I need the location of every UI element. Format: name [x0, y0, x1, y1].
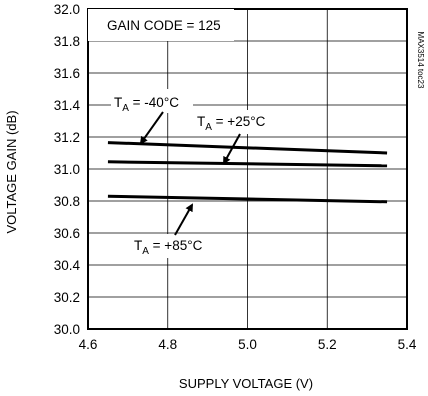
- y-tick-label: 31.2: [54, 130, 80, 145]
- series-line-0: [107, 141, 388, 155]
- series-label-m40: TA = -40°C: [114, 95, 179, 114]
- y-tick-label: 31.8: [54, 34, 80, 49]
- label-bg-p85: [131, 234, 213, 258]
- tick-labels: 4.6 4.8 5.0 5.2 5.4 30.0 30.2 30.4 30.6 30.8 31.0 3…: [54, 2, 417, 352]
- y-tick-label: 30.2: [54, 290, 80, 305]
- x-tick-label: 4.6: [79, 337, 98, 352]
- arrow-p25: [223, 133, 241, 165]
- y-tick-label: 30.6: [54, 226, 80, 241]
- series-line-2: [107, 194, 388, 204]
- annotation-box-bg: [88, 9, 234, 41]
- series-line-1: [107, 160, 388, 168]
- label-bg-p25: [194, 110, 276, 134]
- x-tick-label: 5.4: [398, 337, 417, 352]
- x-tick-label: 5.0: [238, 337, 257, 352]
- x-tick-label: 4.8: [158, 337, 177, 352]
- y-axis-label: VOLTAGE GAIN (dB): [4, 110, 19, 233]
- y-tick-label: 30.8: [54, 194, 80, 209]
- y-tick-label: 30.0: [54, 322, 80, 337]
- series-label-p85: TA = +85°C: [134, 238, 203, 257]
- series-label-p25: TA = +25°C: [197, 114, 266, 133]
- y-tick-label: 30.4: [54, 258, 81, 273]
- y-tick-label: 32.0: [54, 2, 80, 17]
- y-tick-label: 31.0: [54, 162, 80, 177]
- y-tick-label: 31.6: [54, 66, 80, 81]
- y-tick-label: 31.4: [54, 98, 81, 113]
- annotation-box-text: GAIN CODE = 125: [107, 18, 221, 33]
- label-bg-m40: [111, 89, 193, 113]
- arrow-m40: [139, 111, 164, 145]
- side-label: MAX3514 toc23: [416, 32, 425, 89]
- x-axis-label: SUPPLY VOLTAGE (V): [179, 376, 313, 391]
- x-tick-label: 5.2: [318, 337, 337, 352]
- plot-frame: [87, 8, 408, 330]
- grid: [87, 8, 408, 330]
- arrow-p85: [174, 203, 193, 236]
- series-lines: [107, 141, 388, 204]
